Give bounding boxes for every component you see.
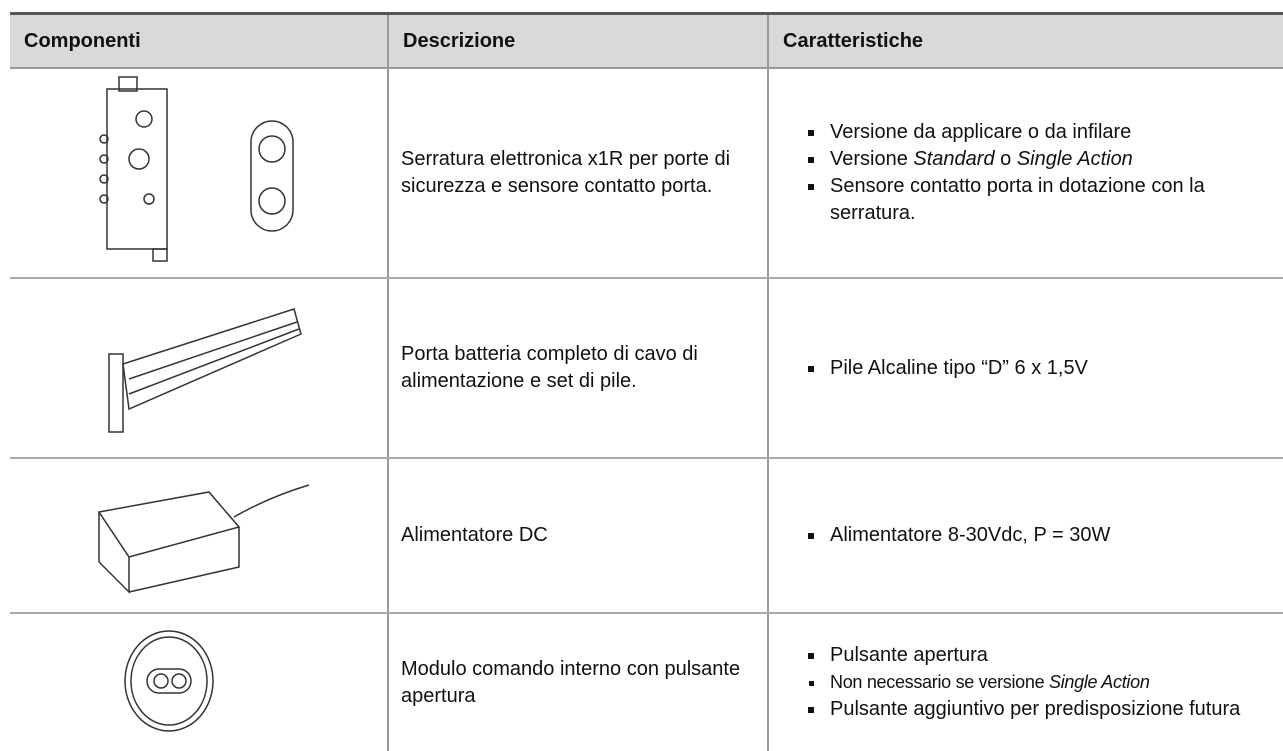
feature-text: Sensore contatto porta in dotazione con … [830,175,1205,224]
feature-text: Non necessario se versione [830,672,1050,692]
feature-text: o [994,148,1017,170]
feature: Non necessario se versione Single Action [826,669,1283,696]
feature: Pulsante aggiuntivo per predisposizione … [826,696,1283,723]
lock-drawing [98,76,294,262]
image-cell [10,278,388,459]
features: Pile Alcaline tipo “D” 6 x 1,5V [767,278,1283,459]
features: Versione da applicare o da infilare Vers… [767,68,1283,279]
image-cell [10,458,388,614]
feature-text: Pulsante aggiuntivo per predisposizione … [830,698,1241,720]
feature-text: Single Action [1049,672,1150,692]
feature-text: Pile Alcaline tipo “D” 6 x 1,5V [830,356,1088,379]
description: Serratura elettronica x1R per porte di s… [387,68,768,279]
header-cell: Caratteristiche [767,12,1283,69]
image-cell [10,68,388,279]
feature: Sensore contatto porta in dotazione con … [826,173,1283,227]
feature-text: Versione da applicare o da infilare [830,121,1132,143]
features: Pulsante apertura Non necessario se vers… [767,613,1283,751]
description: Alimentatore DC [387,458,768,614]
feature-text: Alimentatore 8-30Vdc, P = 30W [830,524,1111,546]
description: Modulo comando interno con pulsante aper… [387,613,768,751]
feature-text: Standard [913,148,995,170]
feature: Alimentatore 8-30Vdc, P = 30W [826,522,1283,549]
features: Alimentatore 8-30Vdc, P = 30W [767,458,1283,614]
row: Serratura elettronica x1R per porte di s… [10,68,1283,279]
feature: Versione da applicare o da infilare [826,119,1283,146]
header-cell: Descrizione [387,12,768,69]
row: Alimentatore DC Alimentatore 8-30Vdc, P … [10,458,1283,614]
battery-drawing [107,308,302,433]
feature-text: Pulsante apertura [830,644,988,666]
description: Porta batteria completo di cavo di alime… [387,278,768,459]
module-drawing [123,629,214,732]
feature: Versione Standard o Single Action [826,146,1283,173]
power-supply-drawing [97,483,309,594]
image-cell [10,613,388,751]
header-cell: Componenti [10,12,388,69]
feature-text: Single Action [1016,148,1133,170]
feature: Pile Alcaline tipo “D” 6 x 1,5V [826,355,1283,382]
components-table: Componenti Descrizione Caratteristiche S… [10,12,1283,751]
row: Modulo comando interno con pulsante aper… [10,613,1283,751]
header-row: Componenti Descrizione Caratteristiche [10,12,1283,69]
row: Porta batteria completo di cavo di alime… [10,278,1283,459]
feature-text: Versione [830,148,914,170]
feature: Pulsante apertura [826,642,1283,669]
